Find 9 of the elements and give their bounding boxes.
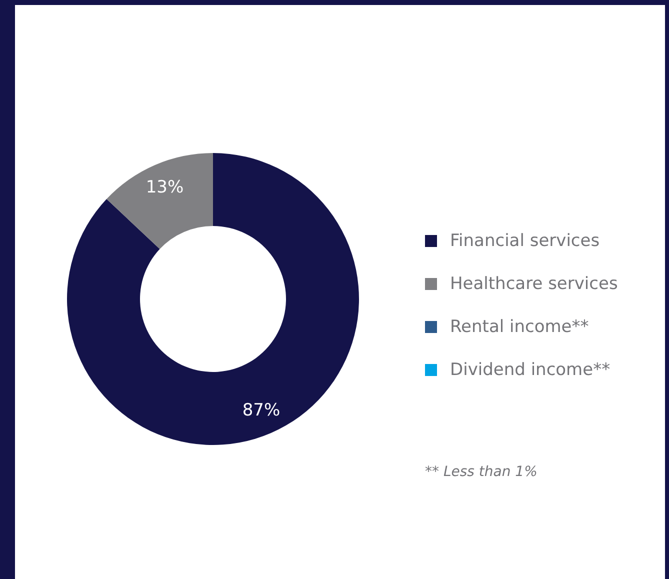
legend-label: Financial services [450, 230, 600, 250]
donut-slice [106, 153, 213, 250]
data-label: 87% [242, 400, 280, 421]
donut-slice [67, 153, 359, 445]
legend-label: Dividend income** [450, 360, 610, 380]
data-label: 13% [146, 177, 184, 198]
text: ** Less than 1% [425, 464, 538, 480]
legend-label: Rental income** [450, 316, 589, 336]
legend-label: Healthcare services [450, 274, 618, 294]
